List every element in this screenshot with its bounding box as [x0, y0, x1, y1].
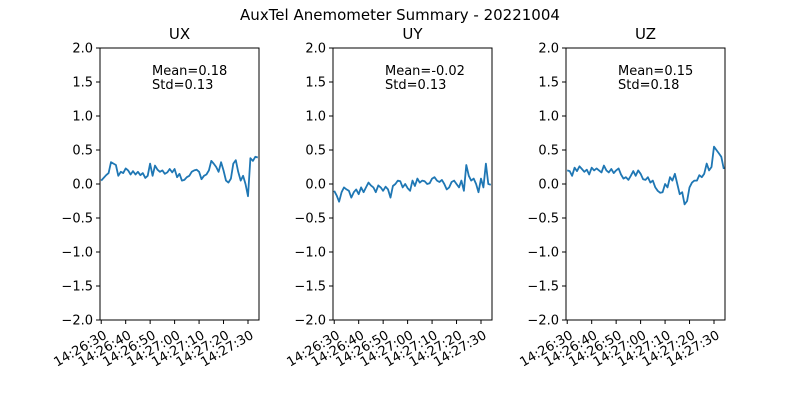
y-tick-label-uz: 0.0	[538, 178, 559, 193]
y-tick-label-uz: −1.5	[527, 280, 559, 295]
y-tick-label-uz: −1.0	[527, 246, 559, 261]
y-tick-label-ux: 1.5	[72, 76, 93, 91]
mean-annotation-ux: Mean=0.18	[152, 64, 227, 79]
y-tick-label-ux: 0.5	[72, 144, 93, 159]
y-tick-label-ux: 0.0	[72, 178, 93, 193]
y-tick-label-uy: 2.0	[305, 42, 326, 57]
y-tick-label-uz: −0.5	[527, 212, 559, 227]
y-tick-label-uz: 1.5	[538, 76, 559, 91]
series-line-uz	[566, 145, 725, 206]
panel-uy: UY2.01.51.00.50.0−0.5−1.0−1.5−2.014:26:3…	[285, 25, 493, 370]
y-tick-label-ux: −1.5	[61, 280, 93, 295]
std-annotation-uy: Std=0.13	[385, 78, 446, 93]
subplot-title-ux: UX	[169, 25, 190, 43]
y-tick-label-uy: 0.5	[305, 144, 326, 159]
panel-uz: UZ2.01.51.00.50.0−0.5−1.0−1.5−2.014:26:3…	[518, 25, 726, 370]
std-annotation-ux: Std=0.13	[152, 78, 213, 93]
y-tick-label-ux: 1.0	[72, 110, 93, 125]
panel-ux: UX2.01.51.00.50.0−0.5−1.0−1.5−2.014:26:3…	[52, 25, 260, 370]
y-tick-label-ux: 2.0	[72, 42, 93, 57]
y-tick-label-ux: −0.5	[61, 212, 93, 227]
y-tick-label-uy: 1.5	[305, 76, 326, 91]
series-line-uy	[333, 162, 492, 203]
y-tick-label-uy: −1.5	[294, 280, 326, 295]
std-annotation-uz: Std=0.18	[618, 78, 679, 93]
y-tick-label-uy: 0.0	[305, 178, 326, 193]
y-tick-label-uz: 2.0	[538, 42, 559, 57]
y-tick-label-uz: −2.0	[527, 314, 559, 329]
mean-annotation-uz: Mean=0.15	[618, 64, 693, 79]
y-tick-label-uy: −0.5	[294, 212, 326, 227]
subplot-panels: UX2.01.51.00.50.0−0.5−1.0−1.5−2.014:26:3…	[52, 25, 726, 370]
subplot-title-uz: UZ	[635, 25, 656, 43]
y-tick-label-uz: 1.0	[538, 110, 559, 125]
y-tick-label-ux: −1.0	[61, 246, 93, 261]
figure-title: AuxTel Anemometer Summary - 20221004	[240, 6, 560, 24]
y-tick-label-uy: −2.0	[294, 314, 326, 329]
series-line-ux	[100, 155, 259, 198]
subplot-title-uy: UY	[402, 25, 423, 43]
mean-annotation-uy: Mean=-0.02	[385, 64, 465, 79]
y-tick-label-uz: 0.5	[538, 144, 559, 159]
y-tick-label-ux: −2.0	[61, 314, 93, 329]
y-tick-label-uy: −1.0	[294, 246, 326, 261]
y-tick-label-uy: 1.0	[305, 110, 326, 125]
